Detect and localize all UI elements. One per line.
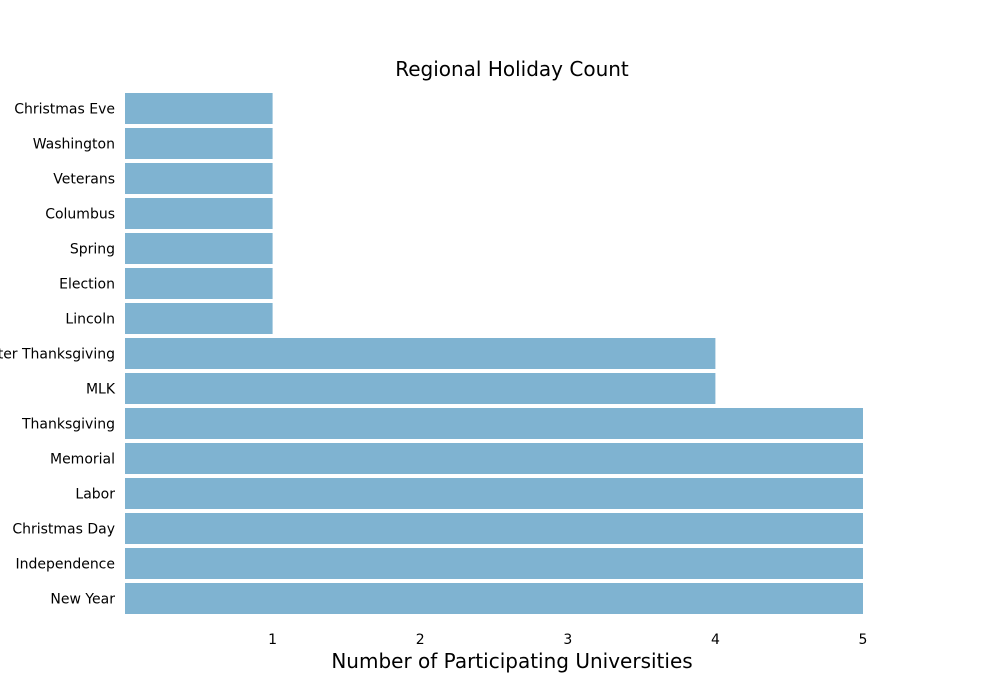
bar-christmas-day <box>125 513 863 544</box>
y-tick-label-new-year: New Year <box>50 592 115 608</box>
y-tick-labels: Christmas Eve Washington Veterans Columbus S… <box>0 102 116 608</box>
bar-thanksgiving <box>125 408 863 439</box>
x-tick-label-5: 5 <box>859 632 868 648</box>
y-tick-label-christmas-eve: Christmas Eve <box>14 102 115 118</box>
y-tick-label-thanksgiving: Thanksgiving <box>21 417 115 433</box>
y-tick-label-election: Election <box>59 277 115 293</box>
x-tick-label-1: 1 <box>268 632 277 648</box>
y-tick-label-christmas-day: Christmas Day <box>12 522 115 538</box>
x-tick-label-4: 4 <box>711 632 720 648</box>
y-tick-label-labor: Labor <box>75 487 115 503</box>
bar-veterans <box>125 163 273 194</box>
y-tick-label-memorial: Memorial <box>50 452 115 468</box>
bars-group <box>125 93 863 614</box>
y-tick-label-after-thanksgiving: After Thanksgiving <box>0 347 115 363</box>
x-tick-labels: 1 2 3 4 5 <box>268 632 867 648</box>
bar-christmas-eve <box>125 93 273 124</box>
x-axis-label: Number of Participating Universities <box>331 649 692 673</box>
y-tick-label-veterans: Veterans <box>53 172 115 188</box>
bar-columbus <box>125 198 273 229</box>
bar-spring <box>125 233 273 264</box>
bar-labor <box>125 478 863 509</box>
chart-title: Regional Holiday Count <box>395 57 629 81</box>
y-tick-label-washington: Washington <box>33 137 115 153</box>
bar-after-thanksgiving <box>125 338 716 369</box>
bar-mlk <box>125 373 716 404</box>
y-tick-label-mlk: MLK <box>86 382 116 398</box>
x-tick-label-3: 3 <box>563 632 572 648</box>
y-tick-label-lincoln: Lincoln <box>65 312 115 328</box>
x-tick-label-2: 2 <box>416 632 425 648</box>
y-tick-label-columbus: Columbus <box>45 207 115 223</box>
bar-washington <box>125 128 273 159</box>
bar-lincoln <box>125 303 273 334</box>
bar-memorial <box>125 443 863 474</box>
y-tick-label-independence: Independence <box>15 557 115 573</box>
bar-election <box>125 268 273 299</box>
bar-new-year <box>125 583 863 614</box>
y-tick-label-spring: Spring <box>70 242 115 258</box>
bar-independence <box>125 548 863 579</box>
